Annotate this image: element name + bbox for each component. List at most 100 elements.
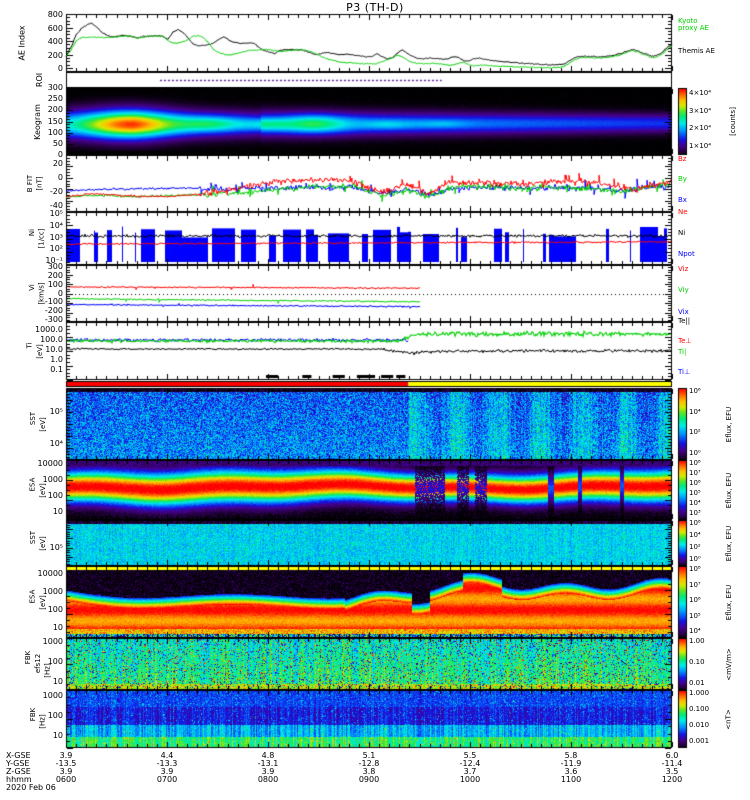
axis-row-label-z-gse: Z-GSE: [6, 767, 31, 776]
axis-value: 1000: [459, 775, 481, 784]
ni-ylabel: Ni: [27, 228, 36, 237]
sst-e-cbar-tick: 10²: [689, 428, 701, 437]
keogram-ytick: 250: [47, 94, 63, 104]
sst-e-ytick: 10⁴: [49, 439, 63, 448]
esa-e-ytick: 1000: [42, 475, 63, 484]
axis-value: 0700: [156, 775, 178, 784]
axis-value: 3.9: [160, 767, 174, 776]
keogram-cbar-label: [counts]: [728, 107, 737, 136]
fbk-e12-cbar-label: <mV/m>: [724, 647, 733, 681]
fbk-scm-cbar-tick: 0.010: [689, 721, 710, 729]
axis-value: -12.4: [459, 759, 481, 768]
axis-value: 5.5: [463, 751, 477, 760]
axis-value: 5.8: [564, 751, 578, 760]
ni-ytick: 10³: [49, 232, 63, 242]
esa-e-cbar-tick: 10⁵: [689, 489, 701, 497]
sst-i-yunit: [eV]: [38, 535, 47, 551]
vi-ytick: 0: [57, 288, 63, 298]
vi-ytick: -100: [44, 297, 63, 307]
axis-value: 3.6: [564, 767, 578, 776]
ni-ytick: 10²: [49, 244, 63, 254]
axis-value: -13.5: [55, 759, 77, 768]
ti-ylabel: Ti: [25, 341, 34, 349]
vi-ytick: 100: [47, 279, 63, 289]
bfit-ytick: -20: [49, 187, 63, 197]
fbk-e12-cbar-tick: 0.10: [689, 658, 705, 666]
esa-i-ytick: 100: [47, 605, 63, 614]
bfit-ylabel: B FIT: [25, 174, 34, 193]
axis-value: 3.5: [665, 767, 679, 776]
legend-viz: Viz: [678, 265, 689, 273]
bfit-ytick: -40: [49, 201, 63, 211]
esa-i-cbar-tick: 10⁵: [689, 611, 701, 620]
fbk-e12-ytick: 10: [52, 677, 63, 686]
vi-ytick: 200: [47, 270, 63, 280]
sst-e-ytick: 10⁵: [49, 407, 63, 416]
ae-index-ylabel: AE Index: [17, 25, 27, 61]
axis-value: -12.8: [358, 759, 380, 768]
sst-e-ylabel: SST: [28, 411, 37, 425]
sst-e-cbar-label: Eflux, EFU: [724, 406, 733, 442]
axis-value: 6.0: [665, 751, 679, 760]
axis-value: 4.4: [160, 751, 174, 760]
ae-ytick: 0: [57, 64, 63, 73]
esa-i-cbar-tick: 10⁶: [689, 596, 701, 604]
axis-value: 3.9: [59, 767, 73, 776]
esa-i-ytick: 10000: [37, 569, 63, 578]
vi-ytick: -200: [44, 306, 63, 316]
axis-value: 3.9: [261, 767, 275, 776]
ae-ytick: 800: [47, 10, 63, 19]
vi-ytick: 300: [47, 262, 63, 271]
legend-npot: Npot: [678, 250, 695, 258]
bfit-yunit: [nT]: [35, 176, 44, 191]
legend-bz: Bz: [678, 155, 687, 163]
ni-ytick: 10⁵: [49, 209, 63, 218]
esa-e-cbar-tick: 10⁸: [689, 459, 701, 467]
keogram-ytick: 150: [47, 116, 63, 126]
ti-ytick: 1.0: [50, 355, 63, 364]
sst-i-cbar-tick: 10²: [689, 543, 701, 551]
esa-e-ytick: 10: [52, 507, 63, 516]
legend-ne: Ne: [678, 208, 688, 216]
axis-value: 4.8: [261, 751, 275, 760]
ae-ytick: 400: [47, 37, 63, 46]
esa-i-yunit: [eV]: [38, 594, 47, 610]
sst-e-cbar-tick: 10⁰: [689, 449, 701, 457]
fbk-scm-yunit: [Hz]: [38, 713, 47, 729]
esa-i-cbar-label: Eflux, EFU: [724, 584, 733, 620]
vi-yunit: [km/s]: [37, 282, 46, 305]
sst-i-ylabel: SST: [28, 530, 37, 544]
legend-ti-par: Ti|: [678, 348, 687, 356]
sst-i-cbar-tick: 10⁰: [689, 555, 701, 563]
sst-e-yunit: [eV]: [38, 416, 47, 432]
legend-kyoto-proxy-ae: Kyoto proxy AE: [678, 17, 709, 32]
legend-ni: Ni: [678, 229, 686, 237]
axis-value: -11.4: [661, 759, 683, 768]
bfit-ytick: 20: [52, 159, 63, 169]
fbk-scm-ytick: 100: [47, 711, 63, 720]
esa-e-ylabel: ESA: [28, 477, 37, 491]
axis-value: 0900: [358, 775, 380, 784]
legend-te-perp: Te⊥: [678, 337, 692, 345]
fbk-scm-cbar-tick: 1.000: [689, 689, 710, 697]
esa-e-cbar-label: Eflux, EFU: [724, 472, 733, 508]
ti-ytick: 10.0: [45, 345, 63, 354]
esa-e-cbar-tick: 10³: [689, 509, 701, 517]
fbk-scm-cbar-tick: 0.100: [689, 705, 710, 713]
axis-value: 0600: [55, 775, 77, 784]
esa-e-ytick: 100: [47, 491, 63, 500]
ti-ytick: 0.1: [50, 365, 63, 374]
sst-i-cbar-tick: 10⁴: [689, 531, 701, 539]
fbk-scm-ylabel: FBK: [28, 707, 37, 721]
vi-ylabel: Vi: [27, 284, 36, 291]
axis-value: 5.1: [362, 751, 376, 760]
ti-ytick: 1000.0: [35, 325, 63, 334]
fbk-e12-ylabel: FBK: [23, 650, 32, 664]
axis-value: 1200: [661, 775, 683, 784]
sst-e-cbar-tick: 10⁴: [689, 407, 701, 416]
esa-i-ytick: 10: [52, 623, 63, 632]
fbk-e12-cbar-tick: 1.00: [689, 637, 705, 645]
keogram-cbar-tick: 2×10⁴: [689, 124, 712, 133]
